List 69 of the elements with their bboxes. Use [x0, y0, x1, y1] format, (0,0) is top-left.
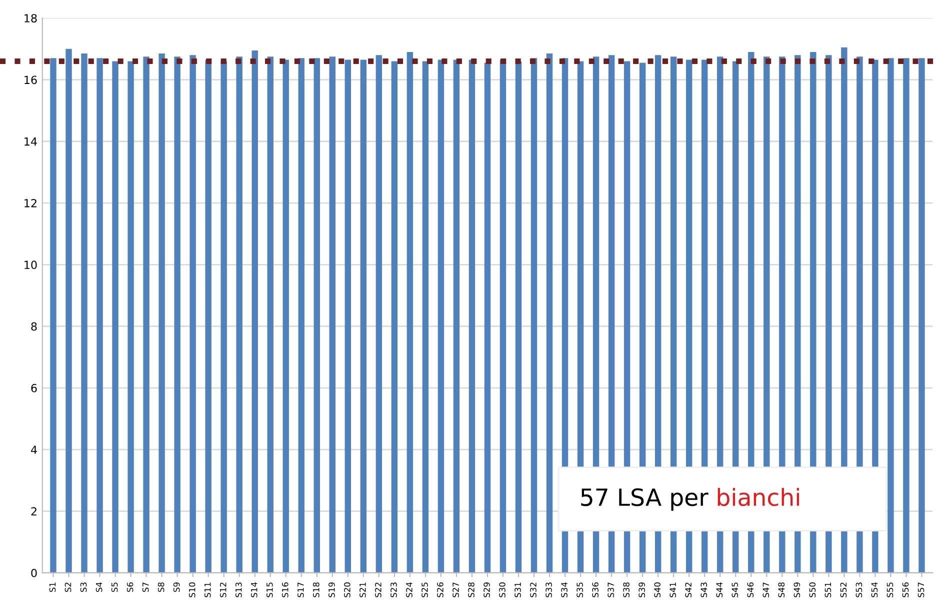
x-tick-label: S34 [561, 582, 568, 598]
x-tick-label: S33 [546, 582, 552, 598]
x-tick-label: S31 [514, 582, 521, 598]
x-tick-label: S24 [406, 582, 412, 598]
x-tick-label: S10 [188, 582, 196, 598]
annotation: 57 LSA per [581, 488, 708, 511]
x-tick-label: S27 [452, 582, 459, 598]
x-tick-label: S23 [390, 582, 397, 598]
x-tick-label: S57 [918, 582, 924, 598]
x-tick-label: S25 [422, 582, 428, 598]
x-tick-label: S55 [886, 582, 894, 598]
x-tick-label: S51 [824, 582, 832, 598]
x-tick-label: S18 [313, 582, 320, 598]
x-tick-label: S14 [250, 582, 258, 598]
annotation: bianchi [718, 488, 799, 506]
y-tick-label: 12 [24, 198, 36, 208]
x-tick-label: S42 [685, 582, 692, 598]
x-tick-label: S12 [220, 582, 226, 598]
x-tick-label: S46 [747, 582, 754, 598]
x-tick-label: S41 [670, 582, 676, 598]
y-tick-label: 2 [31, 507, 36, 516]
x-tick-label: S22 [375, 582, 382, 598]
x-tick-label: S21 [360, 582, 366, 598]
x-tick-label: S43 [700, 582, 708, 598]
x-tick-label: S6 [126, 582, 134, 592]
x-tick-label: S53 [856, 582, 862, 598]
x-tick-label: S56 [902, 582, 909, 598]
x-tick-label: S37 [608, 582, 614, 598]
x-tick-label: S35 [576, 582, 583, 598]
x-tick-label: S39 [638, 582, 645, 598]
x-tick-label: S40 [654, 582, 660, 598]
x-tick-label: S16 [282, 582, 288, 598]
x-tick-label: S32 [530, 582, 536, 598]
x-tick-label: S11 [204, 582, 211, 598]
x-tick-label: S20 [344, 582, 350, 598]
x-tick-label: S49 [794, 582, 800, 598]
x-tick-label: S8 [158, 582, 164, 592]
x-tick-label: S5 [111, 582, 118, 592]
x-tick-label: S9 [173, 582, 180, 592]
x-tick-label: S36 [592, 582, 598, 598]
x-tick-label: S13 [235, 582, 242, 598]
x-tick-label: S7 [142, 582, 149, 592]
x-tick-label: S19 [328, 582, 335, 598]
x-tick-label: S1 [49, 582, 56, 592]
x-tick-label: S26 [437, 582, 444, 598]
x-tick-label: S47 [762, 582, 770, 598]
x-tick-label: S44 [716, 582, 723, 598]
y-tick-label: 16 [24, 76, 37, 84]
x-tick-label: S45 [732, 582, 738, 598]
y-tick-label: 18 [24, 14, 37, 22]
x-tick-label: S2 [64, 582, 72, 592]
x-tick-label: S3 [80, 582, 87, 592]
x-tick-label: S29 [484, 582, 490, 598]
y-tick-label: 10 [24, 260, 37, 270]
x-tick-label: S15 [266, 582, 273, 598]
y-tick-label: 8 [31, 322, 37, 331]
y-tick-label: 4 [31, 446, 37, 454]
y-tick-label: 0 [31, 568, 37, 578]
y-tick-label: 14 [24, 137, 37, 146]
x-tick-label: S52 [840, 582, 847, 598]
x-tick-label: S30 [499, 582, 506, 598]
x-tick-label: S54 [871, 582, 878, 598]
y-tick-label: 6 [31, 384, 37, 392]
x-tick-label: S28 [468, 582, 474, 598]
x-tick-label: S38 [623, 582, 630, 598]
x-tick-label: S48 [778, 582, 785, 598]
x-tick-label: S50 [809, 582, 816, 598]
x-tick-label: S17 [297, 582, 304, 598]
x-tick-label: S4 [96, 582, 102, 592]
